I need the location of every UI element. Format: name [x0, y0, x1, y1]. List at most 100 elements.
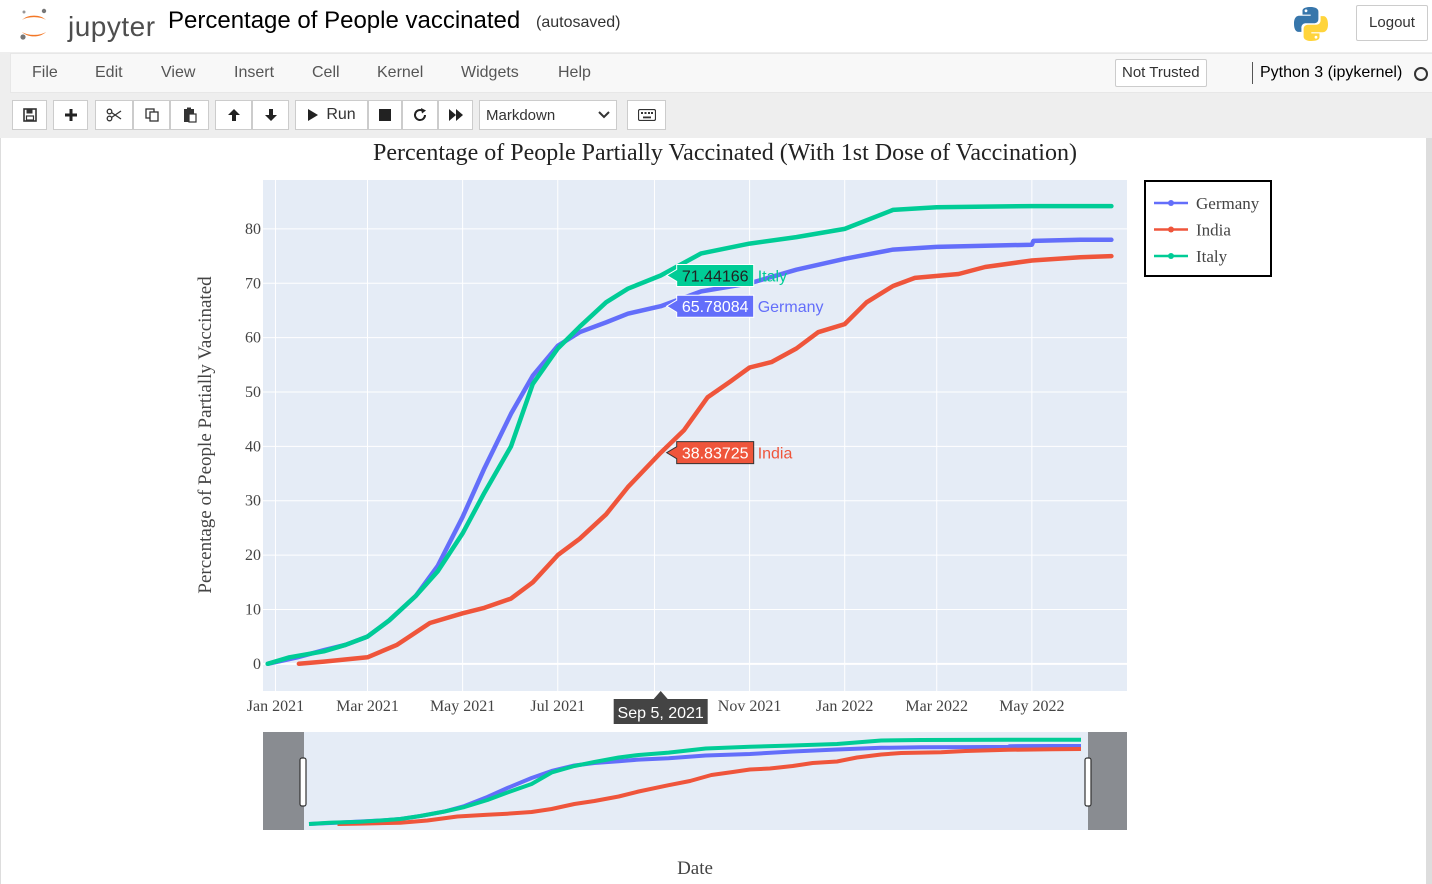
menu-file[interactable]: File	[32, 64, 58, 81]
x-tick-label: Jan 2021	[247, 698, 304, 715]
menu-widgets[interactable]: Widgets	[461, 64, 519, 81]
hover-box-india	[665, 441, 755, 465]
y-tick-label: 70	[245, 275, 261, 292]
legend-marker-italy	[1168, 253, 1174, 259]
hover-series-italy: Italy	[758, 268, 787, 285]
kernel-name[interactable]: Python 3 (ipykernel)	[1260, 64, 1403, 81]
x-tick-label: May 2021	[430, 698, 495, 715]
y-tick-label: 0	[253, 656, 261, 673]
fast-forward-icon	[448, 109, 463, 121]
y-tick-label: 60	[245, 330, 261, 347]
hover-series-germany: Germany	[758, 299, 824, 316]
range-slider-mask-left	[263, 732, 304, 830]
cut-button[interactable]	[95, 100, 133, 130]
notebook-header: jupyter Percentage of People vaccinated …	[0, 0, 1432, 52]
kernel-idle-icon	[1414, 67, 1428, 81]
y-tick-label: 80	[245, 221, 261, 238]
toolbar: Run Markdown	[0, 94, 1432, 138]
range-slider-mask-right	[1088, 732, 1127, 830]
hover-labels: 71.44166 Italy 65.78084 Germany 38.83725 Indi…	[613, 263, 824, 724]
copy-button[interactable]	[133, 100, 170, 130]
y-axis-title: Percentage of People Partially Vaccinate…	[195, 276, 216, 594]
legend[interactable]: Germany India Italy	[1144, 180, 1272, 277]
x-tick-label: Nov 2021	[718, 698, 782, 715]
cell-type-select[interactable]: Markdown	[479, 100, 617, 130]
legend-marker-germany	[1168, 200, 1174, 206]
series-line-italy	[265, 203, 1114, 667]
legend-marker-india	[1168, 226, 1174, 233]
x-tick-label: Mar 2022	[905, 698, 968, 715]
hover-value-india: 38.83725	[682, 446, 749, 463]
hover-value-italy: 71.44166	[682, 268, 749, 285]
cut-icon	[106, 108, 122, 122]
range-slider-line-italy	[308, 737, 1081, 826]
restart-icon	[414, 108, 427, 121]
range-slider[interactable]	[263, 732, 1127, 830]
move-down-button[interactable]	[252, 100, 289, 130]
x-axis-title: Date	[677, 858, 713, 879]
plus-icon	[64, 109, 77, 121]
series-lines	[265, 203, 1114, 667]
restart-button[interactable]	[402, 100, 438, 130]
hover-series-india: India	[758, 446, 793, 463]
range-slider-line-india	[337, 747, 1082, 826]
logout-button[interactable]: Logout	[1356, 5, 1428, 41]
x-tick-label: Jan 2022	[816, 698, 873, 715]
interrupt-button[interactable]	[368, 100, 402, 130]
hover-box-germany	[665, 294, 755, 318]
menu-edit[interactable]: Edit	[95, 64, 123, 81]
jupyter-logo[interactable]: jupyter	[16, 6, 155, 46]
menu-view[interactable]: View	[161, 64, 196, 81]
menu-help[interactable]: Help	[558, 64, 591, 81]
menu-cell[interactable]: Cell	[312, 64, 340, 81]
autosave-status: (autosaved)	[536, 14, 621, 31]
y-tick-label: 40	[245, 438, 261, 455]
legend-label-india: India	[1196, 221, 1231, 240]
y-tick-label: 50	[245, 384, 261, 401]
paste-button[interactable]	[170, 100, 209, 130]
copy-icon	[144, 108, 159, 122]
menu-insert[interactable]: Insert	[234, 64, 275, 81]
insert-cell-button[interactable]	[53, 100, 88, 130]
vaccination-chart[interactable]: Percentage of People Partially Vaccinate…	[1, 138, 1427, 884]
hover-date-label: Sep 5, 2021	[618, 705, 704, 722]
keyboard-icon	[637, 109, 656, 121]
save-button[interactable]	[12, 100, 47, 130]
move-up-button[interactable]	[215, 100, 252, 130]
y-tick-label: 30	[245, 493, 261, 510]
arrow-down-icon	[264, 109, 277, 121]
y-tick-label: 20	[245, 547, 261, 564]
menu-kernel[interactable]: Kernel	[377, 64, 424, 81]
trust-status-button[interactable]: Not Trusted	[1115, 59, 1207, 87]
stop-icon	[379, 109, 391, 121]
jupyter-logo-icon	[20, 8, 47, 40]
series-line-india	[296, 253, 1114, 667]
hover-box-italy	[665, 263, 755, 287]
range-slider-handle-left	[299, 757, 307, 807]
notebook-container: Percentage of People Partially Vaccinate…	[0, 138, 1427, 884]
legend-label-germany: Germany	[1196, 194, 1260, 213]
menubar: File Edit View Insert Cell Kernel Widget…	[10, 53, 1432, 93]
cell-type-value: Markdown	[486, 107, 556, 124]
x-tick-label: May 2022	[999, 698, 1064, 715]
paste-icon	[183, 107, 197, 123]
jupyter-logo-text: jupyter	[68, 11, 156, 42]
x-tick-label: Jul 2021	[530, 698, 585, 715]
run-button[interactable]: Run	[295, 100, 368, 130]
range-slider-handle-right	[1084, 757, 1092, 807]
chevron-down-icon	[598, 111, 610, 119]
kernel-divider	[1252, 62, 1253, 84]
notebook-title[interactable]: Percentage of People vaccinated	[168, 7, 521, 34]
python-logo-icon	[1292, 5, 1330, 43]
run-icon	[308, 109, 319, 121]
y-axis-ticks: 0 10 20 30 40 50 60 70 80	[245, 221, 261, 673]
chart-title: Percentage of People Partially Vaccinate…	[373, 140, 1077, 166]
legend-label-italy: Italy	[1196, 247, 1228, 266]
arrow-up-icon	[227, 109, 240, 121]
restart-run-all-button[interactable]	[438, 100, 473, 130]
run-label: Run	[326, 106, 356, 123]
page-scrollbar[interactable]	[1426, 138, 1432, 884]
hover-value-germany: 65.78084	[682, 299, 749, 316]
y-tick-label: 10	[245, 601, 261, 618]
command-palette-button[interactable]	[627, 100, 666, 130]
